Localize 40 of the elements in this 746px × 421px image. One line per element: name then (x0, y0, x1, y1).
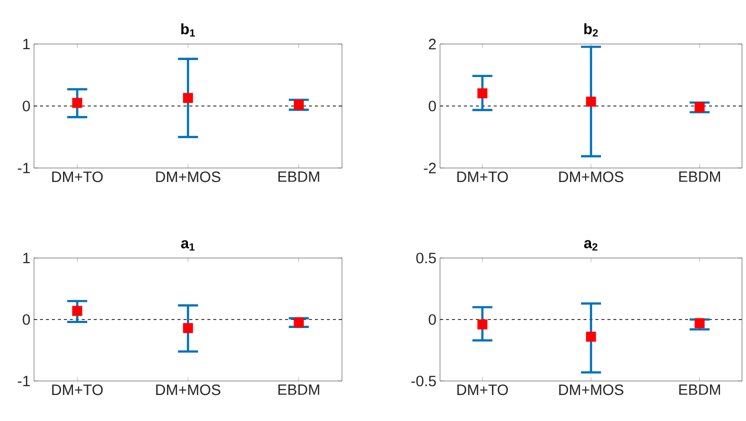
chart-title: b$_{2}$ (584, 23, 598, 36)
x-tick-label: DM+MOS (559, 384, 624, 396)
point (294, 100, 304, 110)
y-tick-label: 0 (428, 314, 436, 325)
y-tick-label: -1 (18, 162, 30, 174)
point (183, 323, 194, 334)
x-tick-label: EBDM (278, 384, 320, 395)
chart-title: b$_{1}$ (181, 23, 195, 36)
x-tick-label: EBDM (679, 384, 720, 395)
y-tick-label: -0.5 (411, 376, 436, 386)
x-tick-label: DM+TO (457, 172, 508, 182)
x-tick-label: DM+TO (52, 384, 103, 396)
y-tick-label: 2 (428, 38, 436, 50)
x-tick-label: EBDM (278, 172, 320, 182)
y-tick-label: 1 (23, 38, 30, 50)
point (72, 98, 82, 108)
y-tick-label: -2 (424, 162, 436, 174)
x-tick-label: DM+MOS (156, 384, 220, 396)
point (477, 319, 488, 330)
y-tick-label: 0 (428, 100, 436, 112)
y-tick-label: 0 (22, 100, 30, 112)
point (586, 332, 596, 342)
point (694, 102, 705, 112)
chart-title: a$_{2}$ (584, 240, 598, 251)
x-tick-label: EBDM (679, 172, 720, 182)
y-tick-label: 0.5 (416, 252, 436, 264)
x-tick-label: DM+TO (52, 172, 103, 182)
x-tick-label: DM+MOS (156, 172, 220, 182)
point (586, 96, 596, 107)
x-tick-label: DM+TO (457, 384, 508, 396)
y-tick-label: 1 (23, 252, 30, 264)
point (183, 92, 194, 103)
point (294, 318, 304, 328)
x-tick-label: DM+MOS (559, 172, 624, 182)
y-tick-label: 0 (22, 314, 30, 325)
chart-title: a$_{1}$ (181, 240, 195, 251)
point (694, 318, 705, 328)
y-tick-label: -1 (18, 376, 30, 386)
point (477, 88, 488, 98)
point (72, 306, 82, 316)
